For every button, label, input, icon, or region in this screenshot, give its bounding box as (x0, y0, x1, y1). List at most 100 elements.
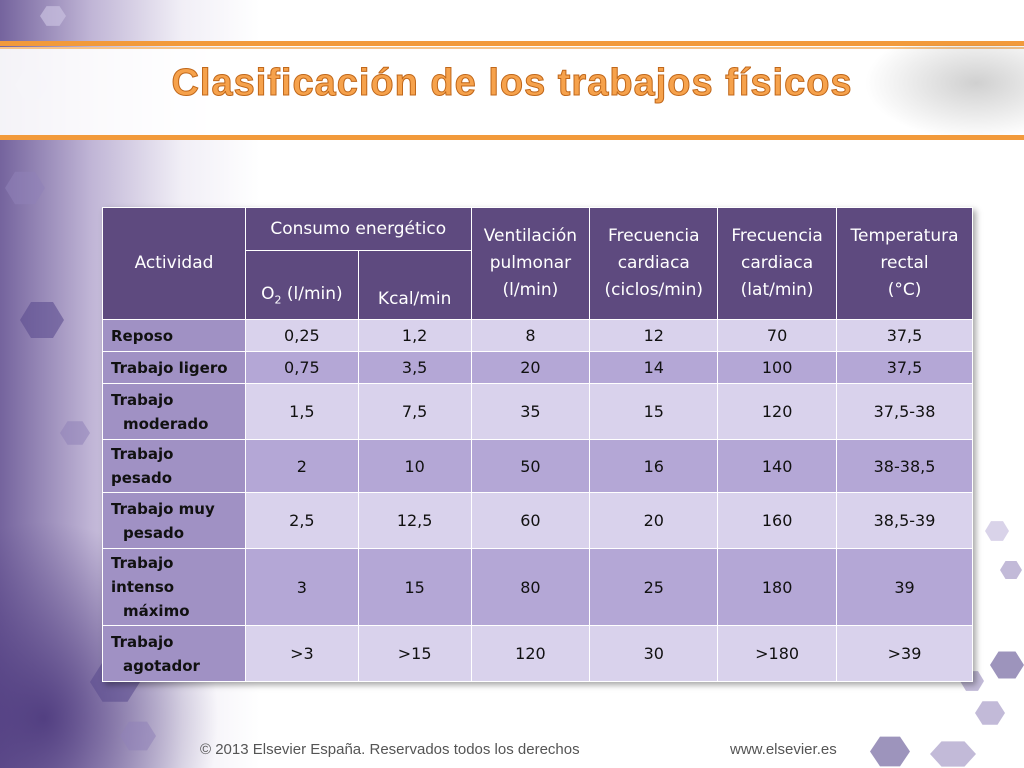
decor-hexagon (985, 521, 1009, 541)
cell-rectal-temperature: 37,5-38 (836, 383, 973, 440)
cell-heart-rate-cycles: 25 (589, 548, 719, 626)
row-activity-line1: Trabajo intenso (111, 554, 175, 596)
decor-hexagon (1000, 561, 1022, 579)
cell-heart-rate-beats: >180 (717, 625, 838, 682)
table-row: Trabajo ligero 0,75 3,5 20 14 100 37,5 (102, 351, 973, 384)
cell-o2: >3 (244, 625, 359, 682)
cell-kcal: 7,5 (357, 383, 472, 440)
header-heart-rate-cycles-line2: cardiaca (617, 253, 690, 273)
decor-hexagon (990, 651, 1024, 679)
table-body: Reposo 0,25 1,2 8 12 70 37,5 Trabajo ligero 0,75… (102, 319, 973, 682)
cell-heart-rate-beats: 160 (717, 492, 838, 549)
cell-ventilation: 60 (470, 492, 591, 549)
cell-heart-rate-cycles: 12 (589, 319, 719, 352)
decor-hexagon (40, 6, 66, 26)
decor-hexagon (60, 421, 90, 445)
row-activity-line2: moderado (123, 414, 209, 433)
cell-ventilation: 8 (470, 319, 591, 352)
work-classification-table: Actividad Consumo energético Ventilación… (102, 207, 973, 682)
row-activity-line1: Reposo (111, 326, 173, 345)
row-activity-line2: agotador (123, 656, 200, 675)
cell-o2: 0,75 (244, 351, 359, 384)
copyright-footer: © 2013 Elsevier España. Reservados todos… (200, 741, 580, 758)
cell-heart-rate-cycles: 20 (589, 492, 719, 549)
cell-rectal-temperature: 39 (836, 548, 973, 626)
table-row: Trabajo agotador >3 >15 120 30 >180 >39 (102, 625, 973, 682)
cell-ventilation: 20 (470, 351, 591, 384)
table-row: Trabajo intenso máximo 3 15 80 25 180 39 (102, 548, 973, 626)
row-activity-label: Trabajo muy pesado (102, 492, 246, 549)
header-ventilation-line1: Ventilación (483, 226, 578, 246)
cell-rectal-temperature: 37,5 (836, 351, 973, 384)
decor-hexagon (120, 721, 156, 751)
header-o2-subscript: 2 (274, 293, 282, 306)
header-rectal-temperature: Temperatura rectal (°C) (836, 207, 973, 320)
cell-o2: 2 (244, 439, 359, 493)
cell-heart-rate-beats: 140 (717, 439, 838, 493)
cell-rectal-temperature: >39 (836, 625, 973, 682)
slide-title: Clasificación de los trabajos físicos (171, 62, 853, 105)
cell-kcal: 12,5 (357, 492, 472, 549)
cell-o2: 2,5 (244, 492, 359, 549)
cell-heart-rate-beats: 120 (717, 383, 838, 440)
row-activity-line1: Trabajo pesado (111, 445, 174, 487)
header-o2: O2 (l/min) (244, 250, 359, 320)
header-activity: Actividad (102, 207, 246, 320)
header-row: Actividad Consumo energético Ventilación… (102, 207, 973, 320)
header-subrow: O2 (l/min) Kcal/min (103, 250, 973, 320)
decor-hexagon (975, 701, 1005, 725)
cell-kcal: 10 (357, 439, 472, 493)
cell-kcal: 1,2 (357, 319, 472, 352)
header-heart-rate-cycles-line1: Frecuencia (608, 226, 700, 246)
decor-hexagon (930, 741, 976, 767)
row-activity-label: Trabajo ligero (102, 351, 246, 384)
cell-kcal: 3,5 (357, 351, 472, 384)
header-ventilation-line2: pulmonar (489, 253, 572, 273)
row-activity-line1: Trabajo ligero (111, 358, 228, 377)
header-ventilation-line3: (l/min) (502, 280, 559, 300)
cell-rectal-temperature: 38-38,5 (836, 439, 973, 493)
cell-heart-rate-beats: 70 (717, 319, 838, 352)
cell-rectal-temperature: 38,5-39 (836, 492, 973, 549)
row-activity-label: Trabajo intenso máximo (102, 548, 246, 626)
header-heart-rate-beats: Frecuencia cardiaca (lat/min) (717, 207, 838, 320)
tree-decoration (864, 45, 1024, 140)
header-band-fill (0, 49, 1024, 135)
header-band-top-thin (0, 47, 1024, 49)
header-heart-rate-cycles-line3: (ciclos/min) (604, 280, 703, 300)
row-activity-line1: Trabajo muy (111, 499, 215, 518)
row-activity-label: Trabajo moderado (102, 383, 246, 440)
header-rectal-temperature-line1: Temperatura (850, 226, 959, 246)
header-ventilation: Ventilación pulmonar (l/min) (470, 207, 591, 320)
row-activity-label: Reposo (102, 319, 246, 352)
cell-kcal: >15 (357, 625, 472, 682)
row-activity-line2: pesado (123, 523, 185, 542)
header-kcal: Kcal/min (357, 250, 472, 320)
row-activity-label: Trabajo agotador (102, 625, 246, 682)
cell-heart-rate-beats: 100 (717, 351, 838, 384)
cell-ventilation: 120 (470, 625, 591, 682)
website-footer: www.elsevier.es (730, 741, 837, 758)
header-band-bottom (0, 135, 1024, 140)
table-row: Trabajo muy pesado 2,5 12,5 60 20 160 38,5-39 (102, 492, 973, 549)
header-rectal-temperature-line3: (°C) (887, 280, 922, 300)
cell-o2: 0,25 (244, 319, 359, 352)
cell-kcal: 15 (357, 548, 472, 626)
header-heart-rate-beats-line2: cardiaca (741, 253, 814, 273)
cell-heart-rate-cycles: 15 (589, 383, 719, 440)
cell-ventilation: 80 (470, 548, 591, 626)
row-activity-line1: Trabajo (111, 390, 174, 409)
cell-o2: 3 (244, 548, 359, 626)
row-activity-label: Trabajo pesado (102, 439, 246, 493)
cell-ventilation: 50 (470, 439, 591, 493)
cell-heart-rate-cycles: 30 (589, 625, 719, 682)
cell-ventilation: 35 (470, 383, 591, 440)
header-energy-group: Consumo energético (244, 207, 472, 251)
table-row: Trabajo pesado 2 10 50 16 140 38-38,5 (102, 439, 973, 493)
cell-heart-rate-cycles: 16 (589, 439, 719, 493)
cell-rectal-temperature: 37,5 (836, 319, 973, 352)
header-heart-rate-cycles: Frecuencia cardiaca (ciclos/min) (589, 207, 719, 320)
table-row: Reposo 0,25 1,2 8 12 70 37,5 (102, 319, 973, 352)
header-heart-rate-beats-line1: Frecuencia (731, 226, 823, 246)
table-row: Trabajo moderado 1,5 7,5 35 15 120 37,5-38 (102, 383, 973, 440)
